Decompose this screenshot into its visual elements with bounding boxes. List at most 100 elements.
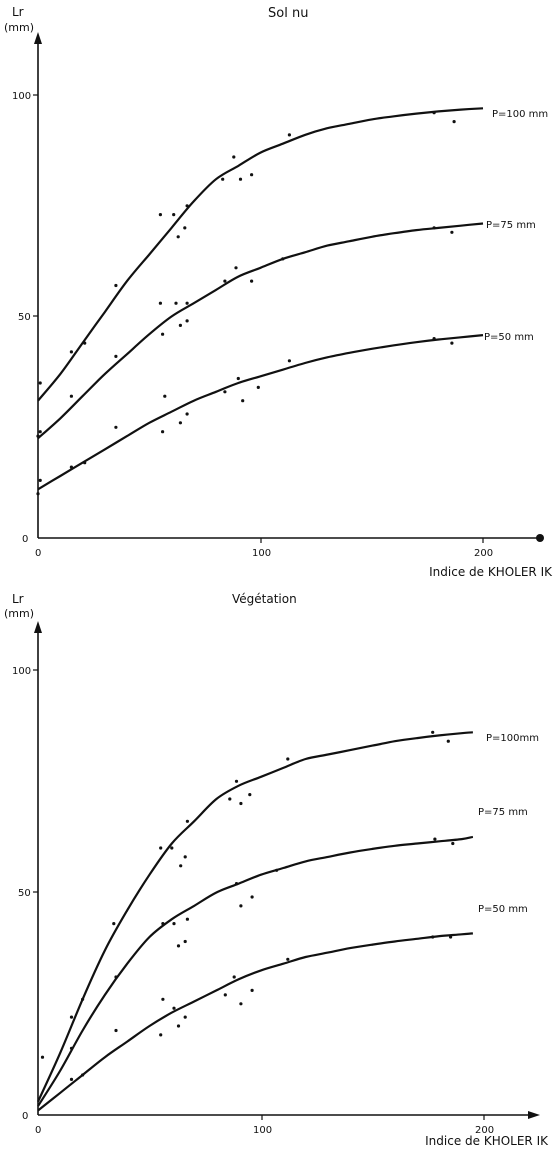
data-point — [176, 235, 180, 239]
x-tick-label: 0 — [35, 548, 41, 559]
data-point — [69, 394, 73, 398]
data-point — [239, 904, 243, 908]
data-point — [185, 301, 189, 305]
data-point — [161, 332, 165, 336]
data-point — [256, 385, 260, 389]
data-point — [234, 266, 238, 270]
data-point — [185, 917, 189, 921]
data-point — [451, 841, 455, 846]
data-point — [69, 1077, 74, 1081]
data-point — [158, 301, 162, 305]
data-point — [450, 230, 454, 234]
data-point — [81, 1073, 85, 1077]
x-axis-label: Indice de KHOLER IK — [429, 565, 553, 579]
data-point — [183, 939, 187, 944]
y-axis-label-line2: (mm) — [4, 21, 34, 34]
data-point — [36, 492, 40, 496]
data-point — [221, 177, 225, 181]
data-point — [250, 173, 254, 177]
y-axis-arrow — [34, 32, 42, 44]
chart-vegetation: Végétation Lr (mm) 100 50 0 0 100 200 In… — [4, 592, 549, 1148]
data-point — [183, 226, 187, 230]
data-point — [185, 819, 189, 823]
x-axis-label: Indice de KHOLER IK — [425, 1134, 549, 1148]
data-point — [228, 797, 232, 801]
data-point — [223, 993, 227, 997]
data-point — [431, 935, 435, 939]
data-point — [449, 935, 453, 939]
y-axis-label-line2: (mm) — [4, 607, 34, 620]
data-point — [163, 394, 167, 398]
data-point — [185, 319, 189, 323]
data-point — [241, 399, 245, 403]
data-point — [179, 864, 183, 868]
data-point — [176, 944, 181, 948]
data-point — [176, 1024, 181, 1028]
x-tick-label: 200 — [474, 548, 493, 559]
y-tick-label: 50 — [18, 312, 31, 323]
data-point — [36, 434, 40, 438]
data-point — [174, 301, 178, 305]
data-point — [234, 779, 239, 783]
data-points — [36, 111, 456, 496]
data-point — [431, 730, 435, 734]
data-point — [114, 975, 118, 979]
data-point — [185, 204, 189, 208]
x-axis-arrow — [528, 1111, 540, 1119]
data-point — [161, 430, 165, 434]
series-line-p75 — [37, 222, 484, 440]
series-line-p75 — [37, 835, 474, 1107]
data-point — [223, 279, 227, 283]
data-point — [159, 846, 163, 850]
series-line-p100 — [37, 107, 484, 402]
data-point — [112, 922, 116, 926]
data-point — [446, 739, 450, 743]
data-point — [38, 430, 42, 434]
series-label-p50: P=50 mm — [478, 904, 528, 915]
series-line-p50 — [37, 932, 474, 1112]
y-tick-label: 0 — [22, 534, 28, 545]
x-axis-end-marker — [536, 534, 544, 542]
data-point — [250, 279, 254, 283]
series-line-p100 — [36, 731, 473, 1103]
data-point — [432, 226, 436, 230]
data-point — [183, 1015, 187, 1019]
data-point — [232, 975, 236, 979]
data-point — [114, 283, 118, 288]
x-tick-label: 100 — [253, 1125, 272, 1136]
data-point — [287, 359, 291, 363]
series-label-p75: P=75 mm — [478, 807, 528, 818]
data-point — [183, 855, 187, 859]
data-point — [172, 213, 176, 217]
data-point — [114, 425, 118, 429]
data-point — [432, 111, 436, 115]
data-point — [178, 421, 182, 425]
y-axis-label-line1: Lr — [12, 5, 24, 19]
chart-title: Végétation — [232, 592, 297, 606]
data-point — [223, 390, 227, 394]
data-point — [158, 213, 162, 217]
data-point — [250, 895, 254, 899]
data-point — [275, 868, 279, 872]
data-point — [286, 957, 290, 961]
data-point — [159, 1033, 163, 1037]
data-point — [234, 882, 239, 886]
data-point — [232, 155, 236, 159]
y-axis-label-line1: Lr — [12, 592, 24, 606]
x-tick-label: 100 — [252, 548, 271, 559]
data-point — [40, 1055, 45, 1059]
data-point — [450, 341, 454, 345]
data-point — [250, 988, 254, 993]
data-point — [170, 846, 174, 850]
data-point — [433, 837, 437, 841]
y-tick-label: 0 — [22, 1111, 28, 1122]
data-point — [178, 323, 182, 327]
data-point — [239, 801, 243, 806]
chart-title: Sol nu — [268, 6, 308, 21]
data-points — [40, 730, 455, 1081]
series-label-p50: P=50 mm — [484, 332, 534, 343]
data-point — [236, 376, 240, 381]
data-point — [69, 350, 73, 354]
data-point — [239, 1002, 243, 1006]
